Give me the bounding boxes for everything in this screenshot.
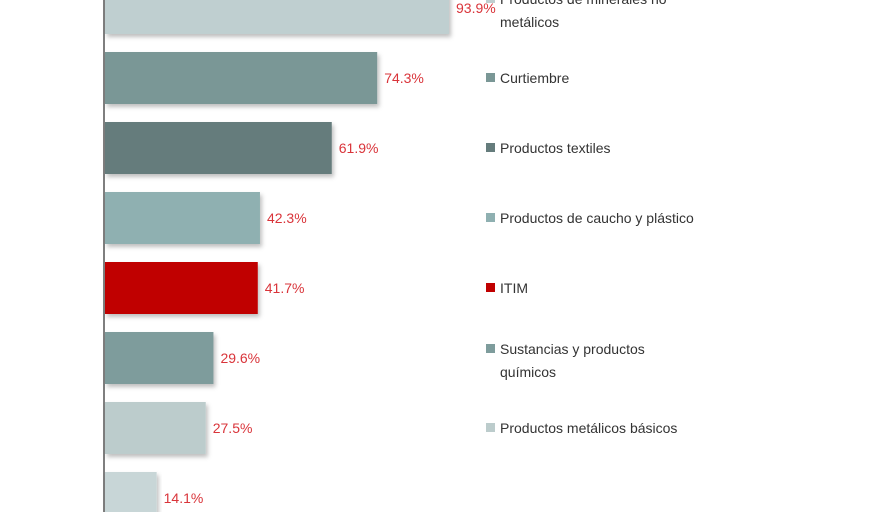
- legend-label-6-line-2: químicos: [500, 364, 556, 380]
- legend-swatch-4: [486, 213, 495, 222]
- bar-8: [105, 472, 157, 512]
- legend-swatch-6: [486, 344, 495, 353]
- legend-label-7: Productos metálicos básicos: [500, 420, 677, 436]
- bar-6: [105, 332, 214, 384]
- bar-4: [105, 192, 260, 244]
- legend-label-5: ITIM: [500, 280, 528, 296]
- value-label-1: 93.9%: [456, 0, 496, 16]
- bar-1: [105, 0, 449, 34]
- bar-7: [105, 402, 206, 454]
- legend-label-1-line-1: Productos de minerales no: [500, 0, 667, 7]
- legend-swatch-7: [486, 423, 495, 432]
- legend-label-1-line-2: metálicos: [500, 14, 559, 30]
- legend-swatch-1: [486, 0, 495, 3]
- legend-swatch-5: [486, 283, 495, 292]
- value-label-7: 27.5%: [213, 420, 253, 436]
- legend-label-2: Curtiembre: [500, 70, 569, 86]
- bar-3: [105, 122, 332, 174]
- bar-5: [105, 262, 258, 314]
- legend-label-4: Productos de caucho y plástico: [500, 210, 694, 226]
- value-label-2: 74.3%: [384, 70, 424, 86]
- value-label-5: 41.7%: [265, 280, 305, 296]
- legend-swatch-3: [486, 143, 495, 152]
- value-label-6: 29.6%: [220, 350, 260, 366]
- legend-swatch-2: [486, 73, 495, 82]
- bar-2: [105, 52, 378, 104]
- value-label-8: 14.1%: [164, 490, 204, 506]
- value-label-4: 42.3%: [267, 210, 307, 226]
- value-label-3: 61.9%: [339, 140, 379, 156]
- legend-label-6-line-1: Sustancias y productos: [500, 341, 645, 357]
- legend-label-3: Productos textiles: [500, 140, 611, 156]
